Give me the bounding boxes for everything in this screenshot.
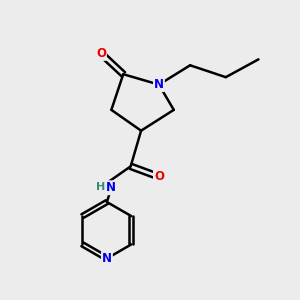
Text: O: O	[154, 170, 164, 183]
Text: H: H	[96, 182, 106, 192]
Text: N: N	[106, 181, 116, 194]
Text: N: N	[154, 78, 164, 91]
Text: N: N	[102, 252, 112, 265]
Text: O: O	[96, 47, 106, 60]
